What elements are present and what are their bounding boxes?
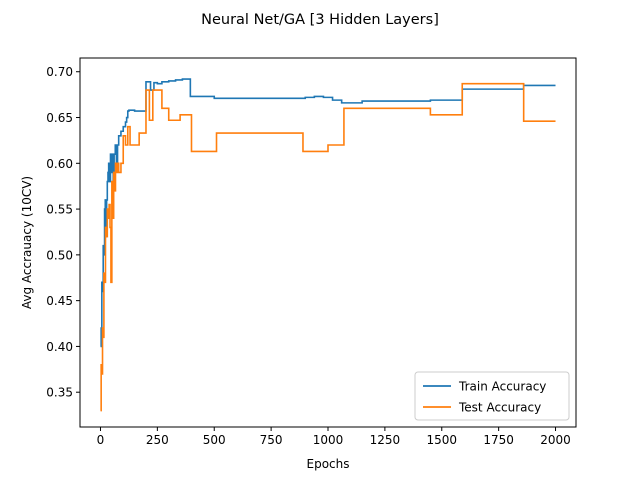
- x-tick-label: 1000: [313, 433, 344, 447]
- legend-box: [414, 371, 570, 421]
- x-tick-label: 0: [97, 433, 105, 447]
- x-tick-label: 1500: [426, 433, 457, 447]
- y-tick-label: 0.55: [46, 203, 73, 217]
- x-tick-label: 750: [260, 433, 283, 447]
- y-axis-label: Avg Accrauacy (10CV): [20, 176, 34, 309]
- y-tick-label: 0.50: [46, 248, 73, 262]
- plot-background: [80, 58, 576, 427]
- plot-area: [79, 57, 577, 428]
- y-tick-label: 0.65: [46, 111, 73, 125]
- legend-label: Test Accuracy: [458, 401, 541, 415]
- y-tick-label: 0.40: [46, 340, 73, 354]
- x-tick-label: 2000: [540, 433, 571, 447]
- x-tick-label: 500: [203, 433, 226, 447]
- x-tick-label: 250: [146, 433, 169, 447]
- chart-title: Neural Net/GA [3 Hidden Layers]: [201, 12, 439, 28]
- y-tick-label: 0.60: [46, 157, 73, 171]
- x-tick-label: 1750: [483, 433, 514, 447]
- y-tick-label: 0.45: [46, 294, 73, 308]
- x-axis-label: Epochs: [307, 457, 350, 471]
- y-axis: 0.35 0.40 0.45 0.50 0.55 0.60 0.65 0.70: [46, 65, 80, 400]
- legend-label: Train Accuracy: [458, 380, 546, 394]
- y-tick-label: 0.70: [46, 65, 73, 79]
- x-tick-label: 1250: [370, 433, 401, 447]
- y-tick-label: 0.35: [46, 386, 73, 400]
- legend: Train Accuracy Test Accuracy: [414, 371, 570, 421]
- series-line-test: [100, 82, 556, 412]
- x-axis: 0 250 500 750 1000 1250 1500 1750 2000: [97, 427, 571, 447]
- series-layer: [100, 78, 556, 412]
